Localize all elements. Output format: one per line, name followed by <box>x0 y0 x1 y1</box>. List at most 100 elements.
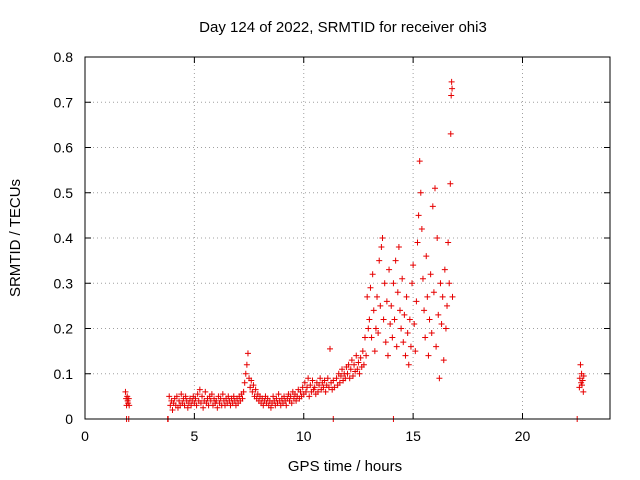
data-point <box>316 382 323 389</box>
data-point <box>302 388 309 395</box>
data-point <box>167 402 174 409</box>
data-point <box>194 391 201 398</box>
x-tick-label: 0 <box>81 428 89 444</box>
data-point <box>445 239 452 246</box>
data-point <box>267 404 274 411</box>
data-point <box>365 325 372 332</box>
data-point <box>249 388 256 395</box>
data-point <box>321 377 328 384</box>
data-point <box>354 366 361 373</box>
data-point <box>356 370 363 377</box>
data-point <box>439 293 446 300</box>
data-point <box>247 384 254 391</box>
data-point <box>200 404 207 411</box>
data-point <box>275 391 282 398</box>
data-points <box>122 78 587 422</box>
data-point <box>374 293 381 300</box>
data-point <box>398 325 405 332</box>
data-point <box>384 352 391 359</box>
data-point <box>357 354 364 361</box>
data-point <box>360 361 367 368</box>
data-point <box>383 298 390 305</box>
data-point <box>380 316 387 323</box>
data-point <box>392 257 399 264</box>
y-tick-label: 0.2 <box>54 321 74 337</box>
data-point <box>311 384 318 391</box>
data-point <box>397 307 403 314</box>
data-point <box>126 402 133 409</box>
data-point <box>353 352 360 359</box>
data-point <box>307 382 314 389</box>
data-point <box>184 404 191 411</box>
data-point <box>386 266 393 273</box>
data-point <box>404 330 411 337</box>
data-point <box>449 293 456 300</box>
data-point <box>394 289 401 296</box>
data-point <box>309 377 316 384</box>
data-point <box>410 262 417 269</box>
data-point <box>288 400 295 407</box>
data-point <box>390 280 397 287</box>
data-point <box>243 361 250 368</box>
data-point <box>181 402 188 409</box>
data-point <box>331 384 338 391</box>
data-point <box>447 130 454 137</box>
data-point <box>364 293 371 300</box>
data-point <box>369 271 376 278</box>
data-point <box>330 377 337 384</box>
x-axis-label: GPS time / hours <box>288 458 402 475</box>
data-point <box>376 257 383 264</box>
data-point <box>351 361 358 368</box>
data-point <box>283 402 290 409</box>
data-point <box>322 388 329 395</box>
data-point <box>448 92 455 99</box>
data-point <box>169 406 176 413</box>
data-point <box>426 316 433 323</box>
data-point <box>366 316 373 323</box>
data-point <box>580 388 587 395</box>
data-point <box>377 302 384 309</box>
data-point <box>192 395 199 402</box>
data-point <box>389 334 396 341</box>
data-point <box>448 78 455 85</box>
data-point <box>421 307 428 314</box>
data-point <box>368 334 375 341</box>
data-point <box>435 311 442 318</box>
data-point <box>428 330 435 337</box>
x-tick-label: 20 <box>515 428 531 444</box>
data-point <box>407 343 414 350</box>
data-point <box>372 325 379 332</box>
data-point <box>324 375 331 382</box>
data-point <box>579 382 585 389</box>
data-point <box>230 393 237 400</box>
data-point <box>320 384 327 391</box>
data-point <box>176 397 183 404</box>
data-point <box>250 382 257 389</box>
data-point <box>199 393 206 400</box>
data-point <box>411 320 418 327</box>
data-point <box>405 361 412 368</box>
data-point <box>381 280 388 287</box>
data-point <box>436 375 443 382</box>
data-point <box>387 320 394 327</box>
data-point <box>213 397 220 404</box>
data-point <box>260 402 267 409</box>
data-point <box>447 180 454 187</box>
data-point <box>427 271 434 278</box>
data-point <box>345 361 352 368</box>
grid <box>85 57 610 419</box>
y-tick-label: 0.1 <box>54 366 74 382</box>
data-point <box>382 339 389 346</box>
data-point <box>367 284 374 291</box>
data-point <box>317 375 324 382</box>
data-point <box>442 325 449 332</box>
x-tick-label: 10 <box>296 428 312 444</box>
data-point <box>125 395 132 402</box>
data-point <box>293 397 300 404</box>
data-point <box>244 350 251 357</box>
data-point <box>239 395 246 402</box>
data-point <box>434 235 441 241</box>
data-point <box>301 379 308 386</box>
data-point <box>415 212 422 219</box>
y-tick-label: 0.6 <box>54 140 74 156</box>
